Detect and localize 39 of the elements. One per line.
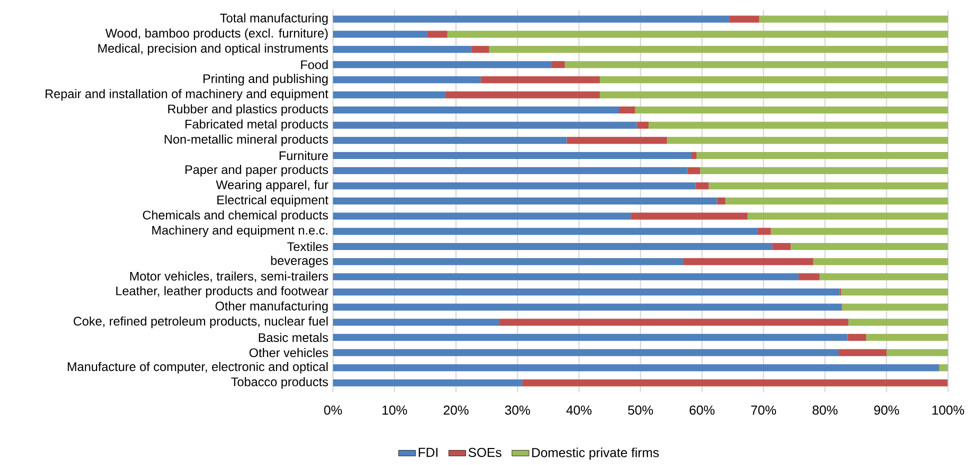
x-tick-label: 40% [566, 406, 592, 415]
y-tick-label: beverages [271, 256, 328, 268]
y-tick-label: Wood, bamboo products (excl. furniture) [105, 28, 328, 40]
legend-label: FDI [418, 448, 438, 457]
y-tick-label: Medical, precision and optical instruments [98, 44, 328, 56]
x-tick-label: 60% [690, 406, 715, 415]
x-tick-label: 50% [628, 406, 654, 415]
y-tick-label: Total manufacturing [220, 13, 328, 25]
y-tick-label: Paper and paper products [185, 164, 328, 176]
y-tick-label: Leather, leather products and footwear [116, 286, 328, 298]
x-tick-label: 10% [382, 406, 408, 415]
x-tick-label: 20% [444, 406, 469, 415]
x-tick-label: 30% [505, 406, 530, 415]
y-tick-label: Machinery and equipment n.e.c. [152, 226, 328, 238]
x-tick-label: 100% [932, 406, 964, 415]
x-tick-label: 80% [812, 406, 838, 415]
y-tick-label: Rubber and plastics products [168, 104, 328, 116]
x-tick-label: 70% [751, 406, 776, 415]
y-tick-label: Non-metallic mineral products [164, 134, 328, 146]
y-tick-label: Other vehicles [249, 348, 328, 358]
legend-label: SOEs [468, 448, 502, 458]
x-tick-label: 0% [324, 406, 342, 415]
y-tick-label: Electrical equipment [217, 195, 328, 207]
y-tick-label: Printing and publishing [203, 74, 328, 86]
y-tick-label: Coke, refined petroleum products, nuclear fuel [74, 316, 328, 328]
y-tick-label: Fabricated metal products [186, 119, 328, 132]
y-tick-label: Chemicals and chemical products [142, 210, 328, 222]
y-tick-label: Textiles [287, 242, 328, 252]
y-tick-label: Manufacture of computer, electronic and optical [68, 362, 328, 374]
y-tick-label: Furniture [280, 150, 328, 160]
y-tick-label: Repair and installation of machinery and equipment [46, 89, 328, 101]
y-tick-label: Food [301, 60, 328, 70]
legend-label: Domestic private firms [532, 448, 659, 460]
x-tick-label: 90% [874, 406, 900, 415]
y-tick-label: Motor vehicles, trailers, semi-trailers [130, 271, 328, 282]
y-tick-label: Other manufacturing [216, 301, 328, 313]
y-tick-label: Tobacco products [231, 377, 328, 389]
y-tick-label: Wearing apparel, fur [216, 180, 328, 192]
y-tick-label: Basic metals [258, 332, 328, 342]
